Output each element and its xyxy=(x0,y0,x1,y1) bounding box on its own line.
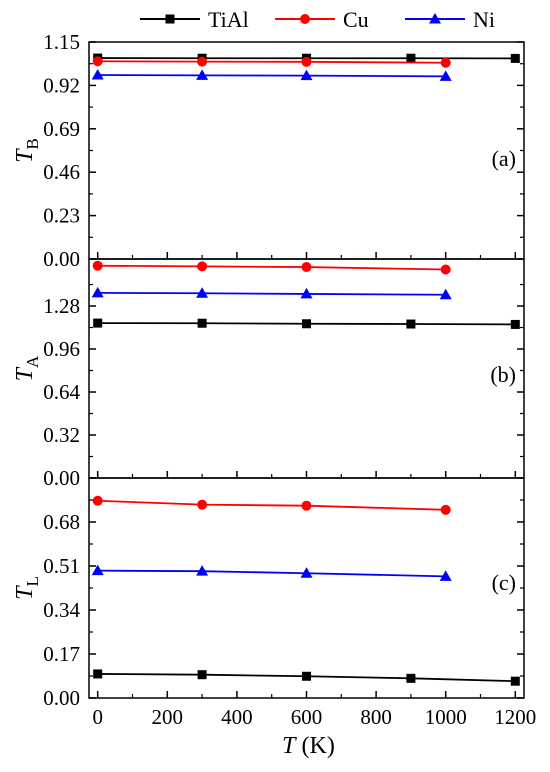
y-tick-label: 1.15 xyxy=(43,30,80,54)
square-marker xyxy=(93,669,102,678)
series-line xyxy=(98,571,446,577)
y-tick-label: 0.00 xyxy=(43,466,80,490)
square-marker xyxy=(302,319,311,328)
circle-marker xyxy=(441,505,451,515)
circle-marker xyxy=(197,261,207,271)
series-line xyxy=(98,293,446,295)
y-tick-label: 0.17 xyxy=(43,642,80,666)
series-line xyxy=(98,501,446,510)
legend-label: TiAl xyxy=(208,7,249,32)
square-marker xyxy=(406,320,415,329)
square-marker xyxy=(406,674,415,683)
x-tick-label: 1000 xyxy=(425,705,467,729)
x-axis-title: T (K) xyxy=(282,733,335,759)
square-marker xyxy=(302,672,311,681)
x-tick-label: 400 xyxy=(221,705,253,729)
panel-3: 0.00 0.17 0.34 0.51 0.68 TL (c) xyxy=(12,478,524,710)
square-marker xyxy=(93,319,102,328)
y-axis-title-sub: L xyxy=(23,576,42,586)
legend-label: Ni xyxy=(473,7,495,32)
y-tick-label: 0.64 xyxy=(43,380,80,404)
circle-marker xyxy=(302,501,312,511)
y-tick-label: 0.69 xyxy=(43,117,80,141)
series-line xyxy=(98,266,446,270)
circle-marker xyxy=(93,56,103,66)
y-tick-label: 1.28 xyxy=(43,294,80,318)
circle-marker xyxy=(197,500,207,510)
y-tick-label: 0.32 xyxy=(43,423,80,447)
legend-entry-tial: TiAl xyxy=(140,7,249,32)
series-cu xyxy=(93,496,451,515)
circle-marker xyxy=(93,261,103,271)
y-tick-label: 0.51 xyxy=(43,554,80,578)
series-ni xyxy=(92,287,452,299)
y-axis-title: TA xyxy=(12,355,42,381)
panel-label: (b) xyxy=(490,362,516,387)
square-marker xyxy=(198,319,207,328)
circle-marker xyxy=(197,57,207,67)
square-marker xyxy=(166,15,175,24)
legend: TiAl Cu Ni xyxy=(140,7,495,32)
y-axis-title: TB xyxy=(12,138,42,163)
y-tick-label: 0.23 xyxy=(43,204,80,228)
square-marker xyxy=(406,54,415,63)
y-tick-label: 0.96 xyxy=(43,337,80,361)
panel-1: 0.00 0.23 0.46 0.69 0.92 1.15 TB (a) xyxy=(12,30,524,271)
circle-marker xyxy=(302,57,312,67)
y-tick-label: 0.46 xyxy=(43,160,80,184)
square-marker xyxy=(511,677,520,686)
circle-marker xyxy=(302,262,312,272)
y-axis-title-sub: A xyxy=(23,355,42,368)
legend-entry-ni: Ni xyxy=(405,7,495,32)
series-cu xyxy=(93,261,451,275)
x-tick-label: 0 xyxy=(92,705,103,729)
panel-2: 0.00 0.32 0.64 0.96 1.28 TA (b) xyxy=(12,259,524,490)
legend-entry-cu: Cu xyxy=(275,7,369,32)
series-ni xyxy=(92,565,452,581)
series-ni xyxy=(92,69,452,81)
x-tick-label: 1200 xyxy=(494,705,536,729)
series-tial xyxy=(93,319,520,329)
panel-label: (c) xyxy=(492,570,516,595)
square-marker xyxy=(511,320,520,329)
circle-marker xyxy=(93,496,103,506)
y-tick-label: 0.00 xyxy=(43,247,80,271)
y-axis-title: TL xyxy=(12,576,42,600)
panel-label: (a) xyxy=(492,146,516,171)
circle-marker xyxy=(441,264,451,274)
series-line xyxy=(98,61,446,63)
y-tick-label: 0.68 xyxy=(43,510,80,534)
x-tick-label: 800 xyxy=(360,705,392,729)
plot-frame xyxy=(89,478,524,698)
x-tick-label: 200 xyxy=(152,705,184,729)
x-axis-title-unit: (K) xyxy=(296,733,335,759)
x-tick-label: 600 xyxy=(291,705,323,729)
square-marker xyxy=(511,54,520,63)
series-tial xyxy=(93,669,520,685)
y-axis-title-sub: B xyxy=(23,138,42,149)
legend-label: Cu xyxy=(343,7,369,32)
y-tick-label: 0.00 xyxy=(43,686,80,710)
circle-marker xyxy=(441,58,451,68)
y-tick-label: 0.92 xyxy=(43,73,80,97)
square-marker xyxy=(198,670,207,679)
circle-marker xyxy=(300,14,310,24)
y-tick-label: 0.34 xyxy=(43,598,80,622)
series-line xyxy=(98,75,446,76)
